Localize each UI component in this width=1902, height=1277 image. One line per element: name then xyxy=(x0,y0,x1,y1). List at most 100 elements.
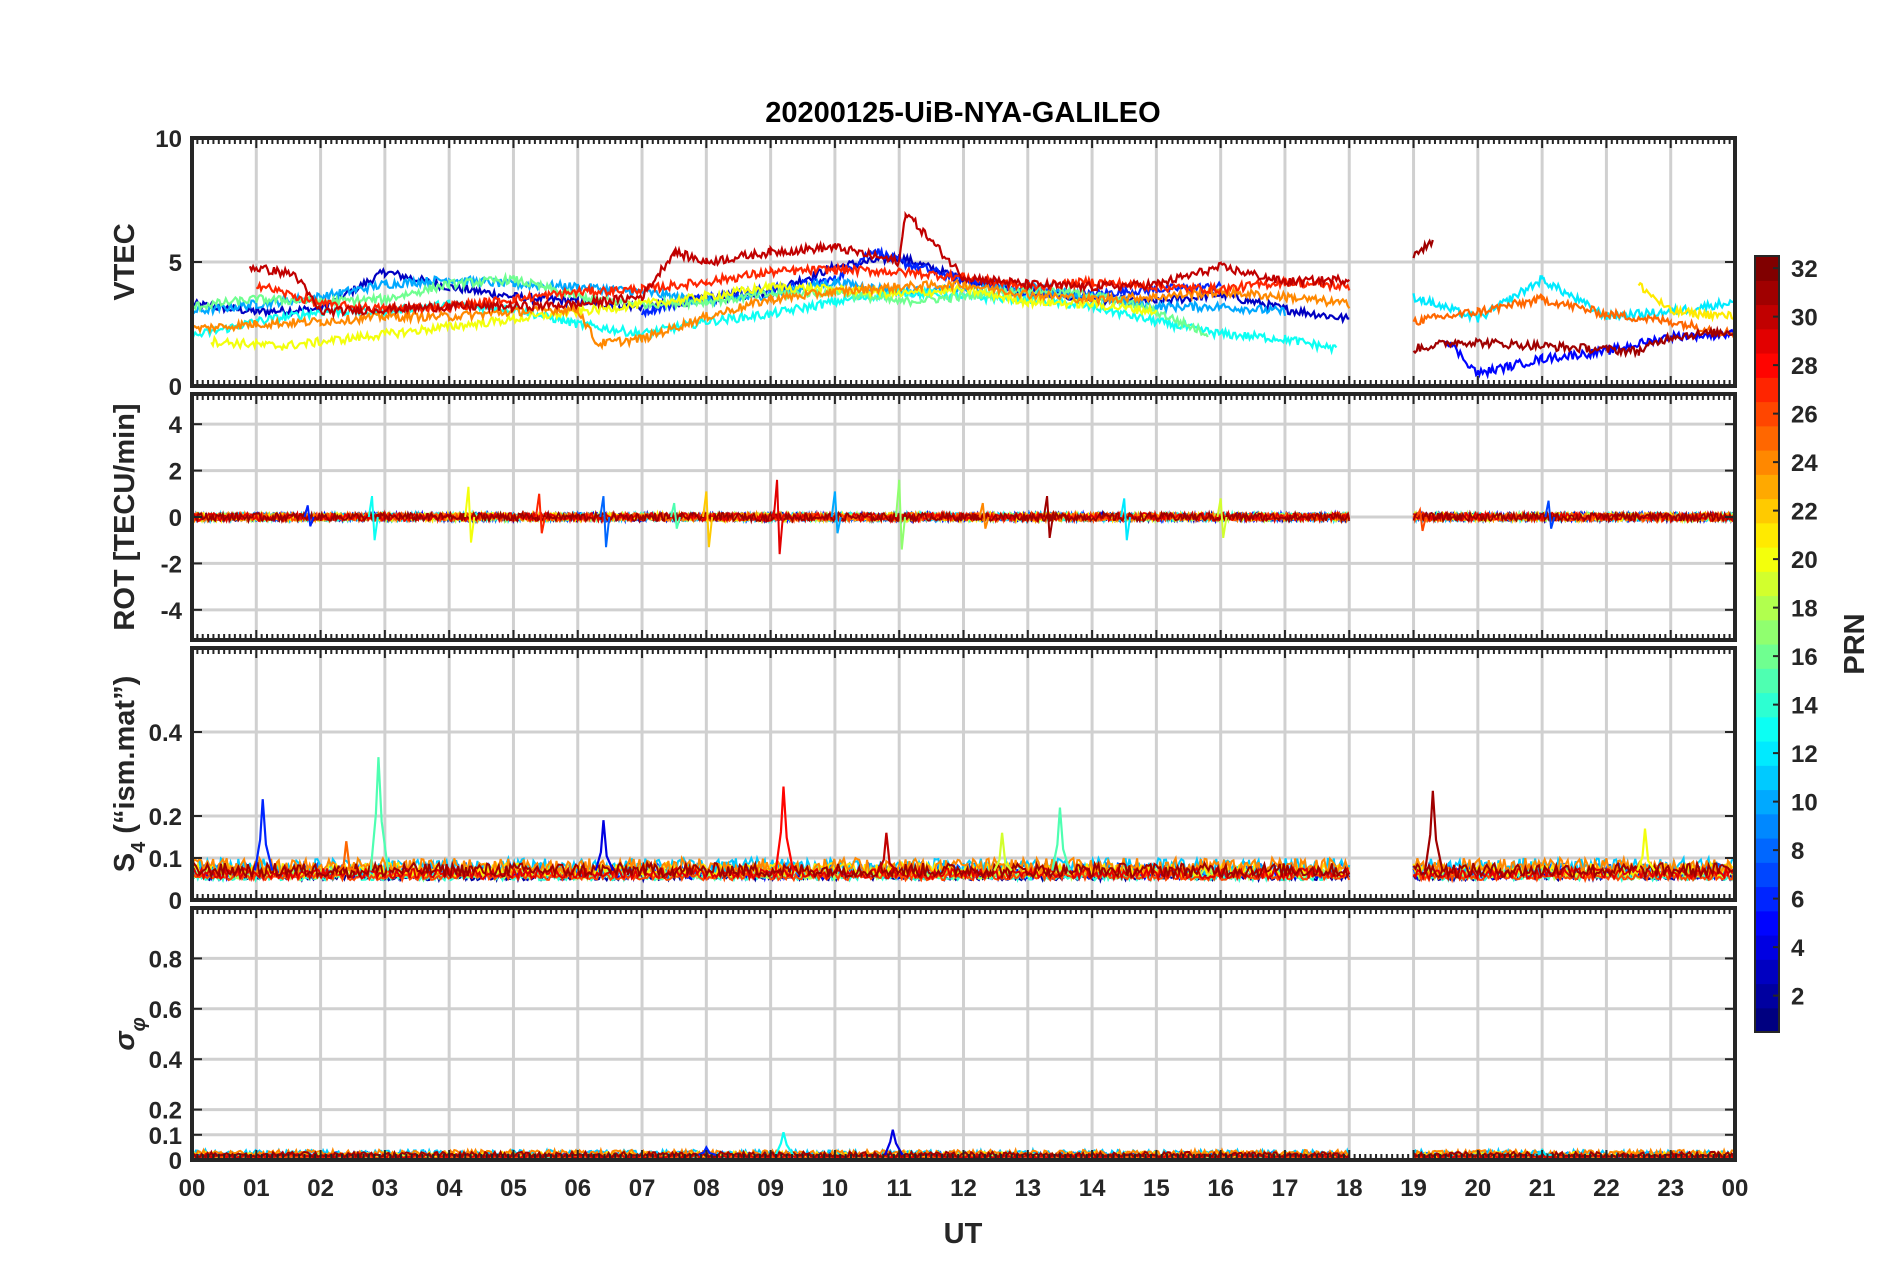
colorbar-frame xyxy=(1754,255,1780,1033)
x-tick-label: 21 xyxy=(1529,1175,1556,1202)
colorbar-tick-label: 26 xyxy=(1791,402,1818,429)
x-tick-label: 06 xyxy=(564,1175,591,1202)
x-tick-labels: 00 01 02 03 04 05 06 07 08 09 10 11 12 13 14 15 16 17 18 19… xyxy=(179,1175,1749,1202)
vtec-series-prn-21 xyxy=(1637,281,1735,323)
x-axis-label: UT xyxy=(944,1218,983,1250)
colorbar-tick-label: 30 xyxy=(1791,305,1818,332)
x-tick-label: 04 xyxy=(436,1175,463,1202)
colorbar-tick-label: 22 xyxy=(1791,499,1818,526)
rot-spike xyxy=(534,493,546,534)
s4-spike-prn-19 xyxy=(993,832,1013,872)
colorbar-swatch-prn-13 xyxy=(1755,716,1779,742)
rot-spike xyxy=(1544,500,1556,529)
x-tick-label: 00 xyxy=(179,1175,206,1202)
x-tick-label: 07 xyxy=(629,1175,656,1202)
colorbar-swatch-prn-7 xyxy=(1755,862,1779,888)
colorbar-tick-label: 10 xyxy=(1791,790,1818,817)
rot-y-axis-label: ROT [TECU/min] xyxy=(109,403,141,630)
s4-y-tick-label: 0 xyxy=(169,888,182,915)
x-tick-label: 10 xyxy=(822,1175,849,1202)
vtec-y-tick-label: 5 xyxy=(169,250,182,277)
rot-series-prn-31 xyxy=(1412,509,1735,524)
chart-title: 20200125-UiB-NYA-GALILEO xyxy=(765,97,1160,129)
colorbar-swatch-prn-27 xyxy=(1755,377,1779,403)
x-tick-label: 01 xyxy=(243,1175,270,1202)
rot-spike xyxy=(1042,495,1054,539)
rot-spike xyxy=(1216,498,1228,539)
s4-series-prn-31 xyxy=(192,860,1351,881)
panel-vtec: 0 5 10 VTEC xyxy=(109,126,1737,401)
colorbar-tick-label: 6 xyxy=(1791,887,1804,914)
colorbar-swatch-prn-11 xyxy=(1755,765,1779,791)
vtec-series-prn-31 xyxy=(1412,238,1735,359)
colorbar-tick-label: 28 xyxy=(1791,353,1818,380)
colorbar-tick-label: 32 xyxy=(1791,256,1818,283)
panel-s4: 0 0.1 0.2 0.4S4 (“ism.mat”) xyxy=(109,646,1737,915)
vtec-series-prn-20 xyxy=(210,280,1158,352)
x-tick-label: 15 xyxy=(1143,1175,1170,1202)
rot-y-tick-label: -2 xyxy=(161,551,182,578)
rot-spike xyxy=(464,486,476,543)
s4-spike-prn-6 xyxy=(253,799,274,871)
sigma_phi-x-ticks xyxy=(191,908,1736,1160)
rot-y-tick-label: -4 xyxy=(161,598,183,625)
sigma_phi-y-axis-label: σφ xyxy=(109,1017,150,1050)
colorbar-swatch-prn-19 xyxy=(1755,571,1779,597)
colorbar-tick-label: 12 xyxy=(1791,741,1818,768)
rot-spike xyxy=(894,479,906,550)
rot-spike xyxy=(1415,506,1427,532)
colorbar-tick-label: 2 xyxy=(1791,984,1804,1011)
rot-y-ticks: -4 -2 0 2 4 xyxy=(161,412,1735,625)
x-tick-label: 19 xyxy=(1400,1175,1427,1202)
x-tick-label: 00 xyxy=(1722,1175,1749,1202)
rot-y-tick-label: 4 xyxy=(169,412,183,439)
colorbar-swatch-prn-3 xyxy=(1755,959,1779,985)
x-tick-label: 13 xyxy=(1014,1175,1041,1202)
sigma_phi-y-tick-label: 0.6 xyxy=(149,997,182,1024)
colorbar-tick-label: 4 xyxy=(1791,935,1805,962)
s4-x-ticks xyxy=(191,648,1736,900)
vtec-series-prn-24 xyxy=(192,278,1351,351)
x-tick-label: 05 xyxy=(500,1175,527,1202)
panel-sigma_phi: 00.10.2 0.4 0.6 0.8 σφ xyxy=(109,906,1737,1175)
rot-series-prn-31 xyxy=(192,509,1351,525)
rot-data xyxy=(192,479,1735,555)
sigma_phi-spike-prn-6 xyxy=(698,1145,717,1157)
rot-spike xyxy=(772,479,784,555)
x-tick-label: 16 xyxy=(1207,1175,1234,1202)
rot-x-ticks xyxy=(191,394,1736,640)
rot-spike xyxy=(303,505,315,527)
rot-spike xyxy=(978,502,990,529)
colorbar-tick-label: 18 xyxy=(1791,596,1818,623)
sigma_phi-y-tick-label: 0.8 xyxy=(149,946,182,973)
vtec-series-prn-30 xyxy=(248,210,1351,320)
s4-spike-prn-4 xyxy=(594,820,615,872)
x-tick-label: 03 xyxy=(372,1175,399,1202)
x-tick-label: 08 xyxy=(693,1175,720,1202)
x-tick-label: 18 xyxy=(1336,1175,1363,1202)
colorbar-swatch-prn-21 xyxy=(1755,522,1779,548)
sigma_phi-spike-prn-4 xyxy=(884,1129,904,1156)
rot-spike xyxy=(367,495,379,541)
x-tick-label: 12 xyxy=(950,1175,977,1202)
sigma_phi-y-ticks: 00.10.2 0.4 0.6 0.8 xyxy=(149,946,1735,1175)
colorbar-swatch-prn-31 xyxy=(1755,280,1779,306)
sigma_phi-y-tick-label: 0 xyxy=(169,1148,182,1175)
s4-spike-prn-15 xyxy=(1051,807,1071,871)
rot-spike xyxy=(599,495,611,548)
x-tick-label: 02 xyxy=(307,1175,334,1202)
colorbar-tick-label: 16 xyxy=(1791,644,1818,671)
s4-grid xyxy=(192,648,1735,900)
s4-y-ticks: 0 0.1 0.2 0.4 xyxy=(149,720,1735,915)
colorbar-label: PRN xyxy=(1839,613,1871,674)
colorbar-tick-label: 24 xyxy=(1791,450,1818,477)
colorbar-swatch-prn-23 xyxy=(1755,474,1779,500)
sigma_phi-grid xyxy=(192,908,1735,1160)
sigma_phi-y-tick-label: 0.1 xyxy=(149,1123,182,1150)
vtec-series-prn-13 xyxy=(192,285,1338,356)
colorbar-swatch-prn-25 xyxy=(1755,425,1779,451)
x-tick-label: 09 xyxy=(757,1175,784,1202)
